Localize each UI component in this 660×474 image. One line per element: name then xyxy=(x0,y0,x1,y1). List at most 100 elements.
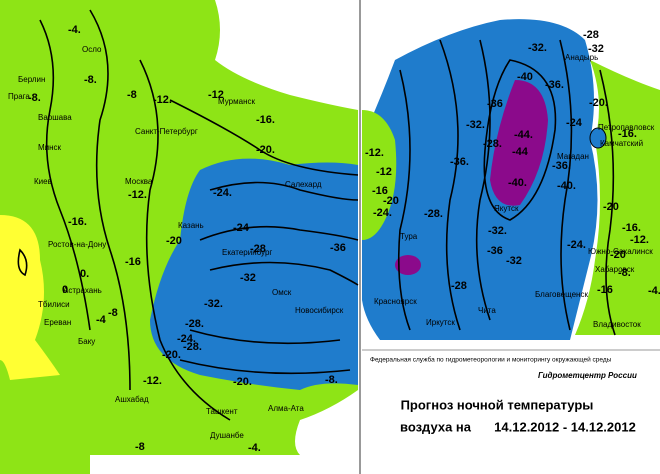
contour-label: -28 xyxy=(250,243,266,255)
contour-label: -20 xyxy=(166,235,182,247)
city-label: Владивосток xyxy=(593,320,641,329)
city-label: Казань xyxy=(178,221,204,230)
city-label: Ташкент xyxy=(206,407,238,416)
right-map xyxy=(362,19,660,341)
city-label: Салехард xyxy=(285,180,322,189)
city-label: Осло xyxy=(82,45,102,54)
city-label: Берлин xyxy=(18,75,45,84)
contour-label: -32. xyxy=(488,225,507,237)
green-zone xyxy=(362,110,397,240)
contour-label: -44. xyxy=(514,129,533,141)
city-label: Ереван xyxy=(44,318,71,327)
city-label: Омск xyxy=(272,288,292,297)
contour-label: -32 xyxy=(506,255,522,267)
city-label: Тура xyxy=(400,232,418,241)
left-map xyxy=(0,0,359,474)
contour-label: -4 xyxy=(96,314,107,326)
contour-label: -12. xyxy=(143,375,162,387)
contour-label: -36. xyxy=(552,160,571,172)
contour-label: -8. xyxy=(28,92,41,104)
city-label: Мурманск xyxy=(218,97,255,106)
contour-label: -28. xyxy=(183,341,202,353)
blue-zone xyxy=(150,158,358,390)
contour-label: -40. xyxy=(508,177,527,189)
contour-label: -36 xyxy=(487,98,503,110)
city-label: Прага xyxy=(8,92,30,101)
contour-label: -20. xyxy=(256,144,275,156)
city-label: Киев xyxy=(34,177,52,186)
city-label: Магадан xyxy=(557,152,589,161)
contour-label: -8. xyxy=(84,74,97,86)
city-label: Душанбе xyxy=(210,431,244,440)
contour-label: -32. xyxy=(204,298,223,310)
contour-label: -16 xyxy=(372,185,388,197)
contour-label: -32. xyxy=(528,42,547,54)
contour-label: -8. xyxy=(618,267,631,279)
blue-zone xyxy=(589,127,607,149)
contour-label: -4. xyxy=(68,24,81,36)
city-label: Тбилиси xyxy=(38,300,70,309)
contour-label: -24. xyxy=(213,187,232,199)
city-label: Варшава xyxy=(38,113,72,122)
contour-label: -20. xyxy=(589,97,608,109)
city-label: Камчатский xyxy=(600,139,643,148)
contour-label: -32. xyxy=(466,119,485,131)
contour-label: -16 xyxy=(597,284,613,296)
city-label: Баку xyxy=(78,337,95,346)
contour-label: -12. xyxy=(153,94,172,106)
city-label: Хабаровск xyxy=(595,265,635,274)
city-label: Екатеринбург xyxy=(222,248,272,257)
city-label: Минск xyxy=(38,143,62,152)
contour-label: -28. xyxy=(483,138,502,150)
title-line2: воздуха на xyxy=(400,419,472,434)
contour-label: -12 xyxy=(376,166,392,178)
contour-label: -16. xyxy=(256,114,275,126)
city-label: Южно-Сахалинск xyxy=(588,247,653,256)
contour-label: -16. xyxy=(618,128,637,140)
green-zone xyxy=(575,60,660,335)
contour-label: -28. xyxy=(185,318,204,330)
contour-label: -8 xyxy=(108,307,118,319)
contour-label: -20 xyxy=(603,201,619,213)
labels: Осло Берлин Прага Варшава Минск Киев Москва Сан… xyxy=(8,24,660,454)
contour-label: -24 xyxy=(233,222,250,234)
contour-label: -32 xyxy=(588,43,604,55)
city-label: Благовещенск xyxy=(535,290,588,299)
contour-label: -20. xyxy=(233,376,252,388)
city-label: Москва xyxy=(125,177,153,186)
center-text: Гидрометцентр России xyxy=(538,371,637,380)
yellow-zone xyxy=(0,215,60,380)
contour-label: -20 xyxy=(610,249,626,261)
purple-zone xyxy=(490,80,548,206)
contour-label: -12. xyxy=(128,189,147,201)
contour-label: -24. xyxy=(373,207,392,219)
contour-label: -8 xyxy=(127,89,137,101)
contour-label: -44 xyxy=(512,146,529,158)
title-dates: 14.12.2012 - 14.12.2012 xyxy=(494,419,636,434)
contour-label: -40. xyxy=(557,180,576,192)
contour-label: -16. xyxy=(68,216,87,228)
contour-label: -4. xyxy=(248,442,261,454)
contour-label: -28 xyxy=(583,29,599,41)
contour-label: -12. xyxy=(630,234,649,246)
contour-label: 0. xyxy=(80,268,89,280)
city-label: Петропавловск xyxy=(598,123,655,132)
city-label: Иркутск xyxy=(426,318,455,327)
city-label: Ростов-на-Дону xyxy=(48,240,106,249)
city-label: Якутск xyxy=(494,204,519,213)
city-label: Красноярск xyxy=(374,297,417,306)
contour-label: -24. xyxy=(177,333,196,345)
contour-label: -20 xyxy=(383,195,399,207)
city-label: Чита xyxy=(478,306,496,315)
contour-label: -20. xyxy=(162,349,181,361)
contour-label: -12 xyxy=(208,89,224,101)
contour-label: -4. xyxy=(648,285,660,297)
contour-label: -16. xyxy=(622,222,641,234)
city-label: Астрахань xyxy=(63,286,102,295)
contour-label: -28 xyxy=(451,280,467,292)
contour-label: 0 xyxy=(62,284,68,296)
contour-label: -24 xyxy=(566,117,583,129)
agency-text: Федеральная служба по гидрометеорологии … xyxy=(370,356,612,364)
contour-label: -36 xyxy=(330,242,346,254)
